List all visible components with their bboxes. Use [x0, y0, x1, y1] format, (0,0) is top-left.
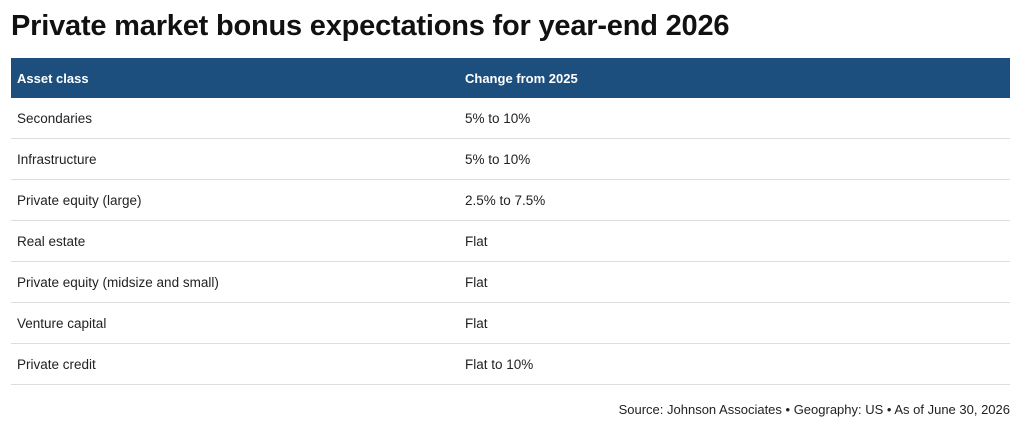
table-row: Real estate Flat — [11, 220, 1010, 262]
table-row: Private equity (midsize and small) Flat — [11, 261, 1010, 303]
table-row: Private equity (large) 2.5% to 7.5% — [11, 179, 1010, 221]
cell-change: Flat — [459, 302, 1010, 344]
chart-title: Private market bonus expectations for ye… — [11, 10, 730, 42]
table-row: Secondaries 5% to 10% — [11, 98, 1010, 139]
cell-change: 5% to 10% — [459, 138, 1010, 180]
table-row: Venture capital Flat — [11, 302, 1010, 344]
cell-asset-class: Venture capital — [11, 302, 459, 344]
column-header-change: Change from 2025 — [459, 58, 1010, 98]
source-note: Source: Johnson Associates • Geography: … — [618, 402, 1010, 417]
table-header: Asset class Change from 2025 — [11, 58, 1010, 98]
column-header-asset-class: Asset class — [11, 58, 459, 98]
data-table: Asset class Change from 2025 Secondaries… — [11, 58, 1010, 385]
cell-asset-class: Private equity (large) — [11, 179, 459, 221]
data-table-container: Asset class Change from 2025 Secondaries… — [11, 58, 1010, 385]
table-row: Infrastructure 5% to 10% — [11, 138, 1010, 180]
cell-change: Flat — [459, 261, 1010, 303]
table-body: Secondaries 5% to 10% Infrastructure 5% to … — [11, 98, 1010, 385]
cell-asset-class: Private credit — [11, 343, 459, 385]
cell-asset-class: Private equity (midsize and small) — [11, 261, 459, 303]
cell-change: 2.5% to 7.5% — [459, 179, 1010, 221]
cell-change: Flat to 10% — [459, 343, 1010, 385]
header-row: Asset class Change from 2025 — [11, 58, 1010, 98]
cell-asset-class: Real estate — [11, 220, 459, 262]
table-row: Private credit Flat to 10% — [11, 343, 1010, 385]
cell-change: Flat — [459, 220, 1010, 262]
cell-asset-class: Infrastructure — [11, 138, 459, 180]
cell-change: 5% to 10% — [459, 98, 1010, 139]
cell-asset-class: Secondaries — [11, 98, 459, 139]
